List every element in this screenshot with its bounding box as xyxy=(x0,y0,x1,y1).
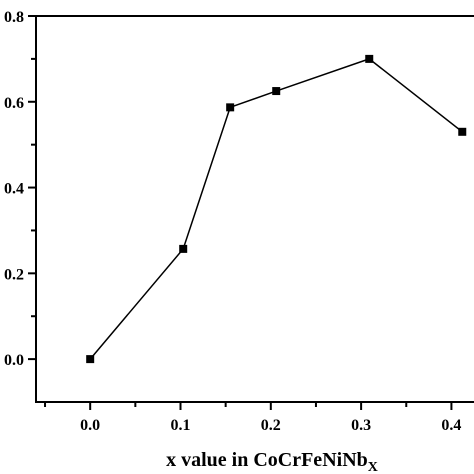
data-point xyxy=(179,244,188,253)
y-tick-label: 0.2 xyxy=(4,266,24,283)
x-tick-label: 0.4 xyxy=(441,417,461,434)
plot-marks xyxy=(86,54,467,364)
x-axis-title-main: x value in CoCrFeNiNb xyxy=(166,449,368,471)
y-tick-label: 0.0 xyxy=(4,352,24,369)
data-point xyxy=(458,127,467,136)
plot-lines xyxy=(89,58,463,360)
y-tick-label: 0.4 xyxy=(4,181,24,198)
data-point xyxy=(226,103,235,112)
data-point xyxy=(86,355,95,364)
y-tick-label: 0.8 xyxy=(4,9,24,26)
x-tick-label: 0.1 xyxy=(170,417,190,434)
plot-frame xyxy=(35,15,474,403)
x-axis-title-subscript: X xyxy=(368,460,378,474)
axes: 0.0 0.1 0.2 0.3 0.4 0.0 0.2 0.4 0.6 0.8 xyxy=(4,9,474,434)
y-tick-label: 0.6 xyxy=(4,95,24,112)
x-tick-label: 0.2 xyxy=(261,417,281,434)
x-tick-label: 0.0 xyxy=(80,417,100,434)
x-axis-title: x value in CoCrFeNiNbX xyxy=(166,449,378,474)
data-point xyxy=(272,87,281,96)
data-point xyxy=(365,54,374,63)
series-line xyxy=(89,58,463,360)
x-tick-label: 0.3 xyxy=(351,417,371,434)
